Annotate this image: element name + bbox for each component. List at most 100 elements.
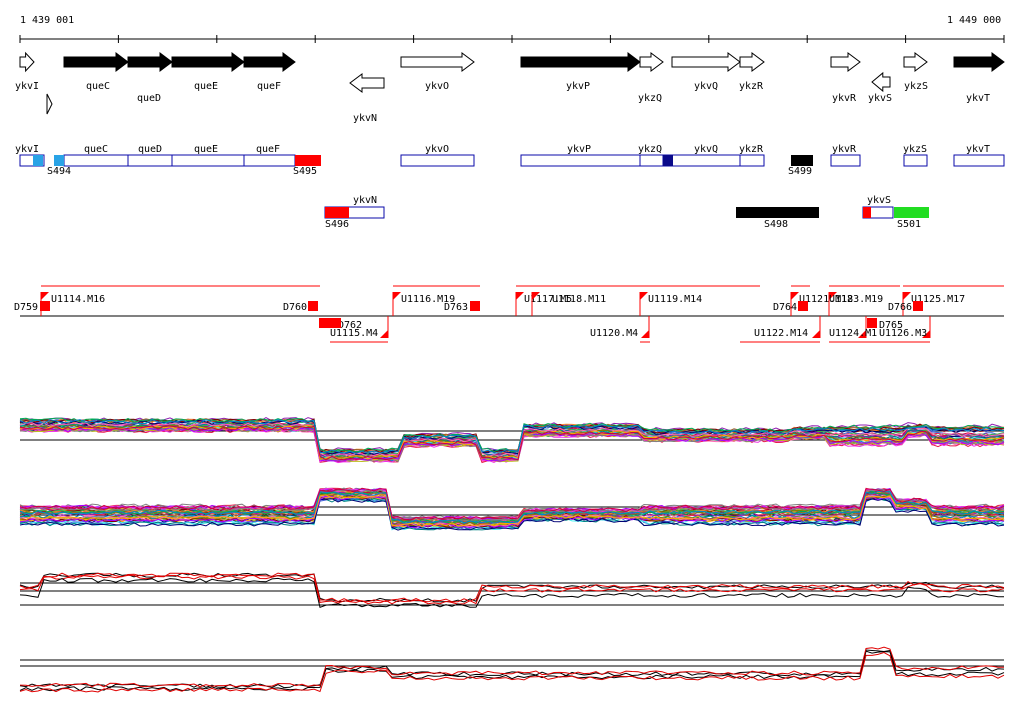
upshift-label-U1121.M18: U1121.M18 [799,294,853,305]
downshift-label-D764: D764 [773,302,797,313]
downshift-marker-D764 [798,301,808,311]
gene-box-ykvQ [662,154,741,167]
segment-label-S495: S495 [293,166,317,177]
upshift-label-U1126.M3: U1126.M3 [879,328,927,339]
downshift-label-D765: D765 [879,320,903,331]
downshift-label-D759: D759 [14,302,38,313]
expression-profile-line [19,487,1005,520]
expression-profile-line [19,420,1005,455]
gene-box-queC [63,154,129,167]
segment-S498 [736,207,819,218]
gene-box-label-ykvP: ykvP [567,144,591,155]
upshift-label-U1124.M1: U1124.M1 [829,328,877,339]
downshift-label-D762: D762 [338,320,362,331]
gene-arrow-ykzR [739,52,765,72]
gene-box-label-ykzQ: ykzQ [638,144,662,155]
upshift-label-U1117.M5: U1117.M5 [524,294,572,305]
downshift-label-D766: D766 [888,302,912,313]
expression-profile-line [19,425,1005,461]
downshift-marker-D766 [913,301,923,311]
gene-label-ykzR: ykzR [739,81,764,92]
segment-S495 [295,155,321,166]
upshift-marker-U1115.M4 [380,330,388,338]
expression-profile-line [19,494,1005,528]
upshift-marker-U1126.M3 [922,330,930,338]
downshift-marker-D760 [308,301,318,311]
upshift-marker-U1118.M11 [532,292,540,300]
gene-arrow-ykzQ [639,52,664,72]
gene-label-ykvS: ykvS [868,93,892,104]
upshift-marker-U1123.M19 [829,292,837,300]
expression-profile-line [19,487,1005,521]
gene-arrow-queD [127,52,173,72]
expression-profile-line [19,497,1005,531]
gene-box-label-queC: queC [84,144,108,155]
upshift-label-U1120.M4: U1120.M4 [590,328,638,339]
gene-label-ykvQ: ykvQ [694,81,718,92]
upshift-label-U1118.M11: U1118.M11 [552,294,606,305]
gene-arrow-track: ykvI queC queD queE queF ykvN ykvO ykvP ykzQ ykvQ… [15,51,1005,124]
upshift-marker-U1122.M14 [812,330,820,338]
downshift-marker-D765 [867,318,877,328]
gene-box-track: ykvI queC queD queE queF ykvN ykvO ykvP ykzQ ykvQ… [15,144,1005,219]
upshift-marker-U1114.M16 [41,292,49,300]
segment-label-S494: S494 [47,166,71,177]
gene-box-label-ykzR: ykzR [739,144,764,155]
start-marker-icon [46,93,53,115]
expression-profile-track [19,417,1005,693]
upshift-marker-U1120.M4 [641,330,649,338]
expression-profile-line [19,574,1005,605]
upshift-label-U1119.M14: U1119.M14 [648,294,702,305]
segment-label-S496: S496 [325,219,349,230]
expression-profile-line [19,490,1005,524]
gene-arrow-ykvS [871,71,891,93]
gene-label-ykvT: ykvT [966,93,990,104]
expression-profile-line [19,424,1005,460]
upshift-marker-U1125.M17 [903,292,911,300]
upshift-marker-U1117.M5 [516,292,524,300]
expression-profile-line [19,651,1005,693]
gene-box-ykvO [400,154,475,167]
gene-label-ykvO: ykvO [425,81,449,92]
upshift-label-U1115.M4: U1115.M4 [330,328,378,339]
gene-box-queF [243,154,296,167]
gene-box-ykzQ [639,154,664,167]
downshift-marker-D763 [470,301,480,311]
gene-box-ykvT [953,154,1005,167]
segment-label-S501: S501 [897,219,921,230]
expression-profile-line [19,649,1005,689]
shift-track: U1114.M16 U1115.M4 U1116.M19 U1117.M5U1118.… [14,285,1004,343]
segment-S494 [33,155,43,166]
upshift-marker-U1121.M18 [791,292,799,300]
downshift-marker-D759 [40,301,50,311]
gene-box-label-ykvR: ykvR [832,144,857,155]
expression-profile-line [20,491,1005,525]
gene-arrow-ykvI [19,51,35,73]
gene-label-ykvR: ykvR [832,93,857,104]
gene-box-queE [171,154,245,167]
end-coordinate: 1 449 000 [947,15,1001,26]
upshift-label-U1123.M19: U1123.M19 [829,294,883,305]
gene-arrow-ykvT [953,52,1005,72]
segment-label-S499: S499 [788,166,812,177]
gene-label-queF: queF [257,81,281,92]
downshift-label-D763: D763 [444,302,468,313]
gene-arrow-ykzS [903,52,928,72]
expression-profile-line [19,498,1005,531]
expression-profile-line [19,572,1005,603]
gene-label-ykvP: ykvP [566,81,590,92]
downshift-label-D760: D760 [283,302,307,313]
gene-box-label-ykzS: ykzS [903,144,927,155]
gene-arrow-queC [63,52,129,72]
segment-ykvS-mark [863,207,871,218]
gene-box-ykvP [520,154,641,167]
upshift-marker-U1116.M19 [393,292,401,300]
gene-arrow-ykvO [400,52,475,72]
segment-track: S494 S495 S496 S498 S499 S501 [33,155,929,230]
upshift-marker-U1119.M14 [640,292,648,300]
start-coordinate: 1 439 001 [20,15,74,26]
gene-box-queD [127,154,173,167]
expression-profile-line [19,577,1004,608]
gene-label-ykvI: ykvI [15,81,39,92]
